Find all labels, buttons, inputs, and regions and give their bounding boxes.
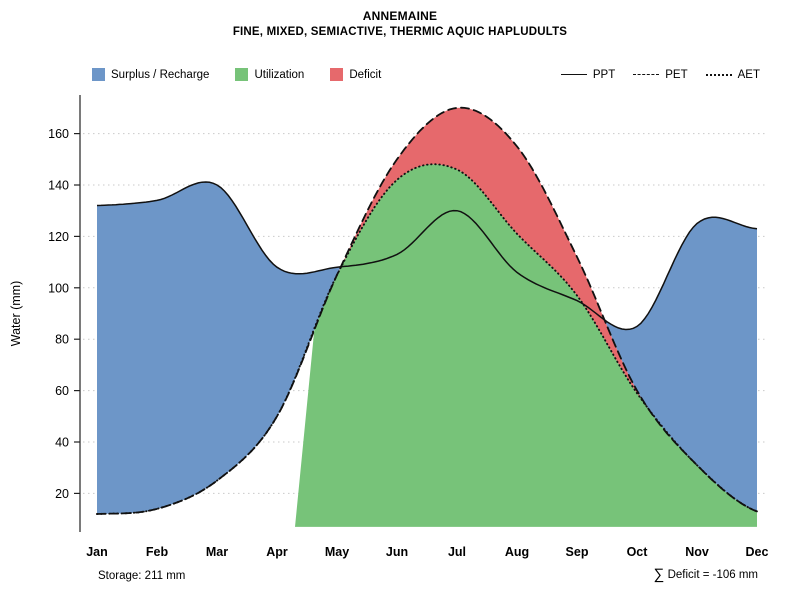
aet-line-sample-icon bbox=[705, 73, 732, 76]
surplus-area bbox=[604, 217, 757, 512]
y-tick-labels: 20 40 60 80 100 120 140 160 bbox=[48, 127, 69, 501]
surplus-swatch-icon bbox=[92, 68, 105, 81]
x-tick-labels: Jan Feb Mar Apr May Jun Jul Aug Sep Oct Nov Dec bbox=[86, 545, 768, 559]
y-axis-label: Water (mm) bbox=[9, 281, 23, 347]
pet-line-sample-icon bbox=[633, 74, 660, 75]
svg-text:Feb: Feb bbox=[146, 545, 169, 559]
svg-text:120: 120 bbox=[48, 230, 69, 244]
legend-fill-group: Surplus / Recharge Utilization Deficit bbox=[92, 68, 381, 81]
legend-label-ppt: PPT bbox=[592, 68, 616, 81]
chart-legend: Surplus / Recharge Utilization Deficit P… bbox=[92, 68, 760, 81]
svg-text:Nov: Nov bbox=[685, 545, 709, 559]
svg-text:Jul: Jul bbox=[448, 545, 466, 559]
legend-item-pet: PET bbox=[633, 68, 688, 81]
legend-label-aet: AET bbox=[737, 68, 760, 81]
legend-item-surplus: Surplus / Recharge bbox=[92, 68, 209, 81]
legend-item-utilization: Utilization bbox=[235, 68, 304, 81]
chart-subtitle: FINE, MIXED, SEMIACTIVE, THERMIC AQUIC H… bbox=[232, 26, 568, 38]
svg-text:60: 60 bbox=[55, 384, 69, 398]
svg-text:160: 160 bbox=[48, 127, 69, 141]
svg-text:Dec: Dec bbox=[746, 545, 769, 559]
deficit-sum-note: ∑ Deficit = -106 mm bbox=[654, 566, 758, 583]
svg-text:Mar: Mar bbox=[206, 545, 228, 559]
legend-label-surplus: Surplus / Recharge bbox=[111, 68, 210, 81]
y-axis bbox=[74, 95, 81, 532]
svg-text:Apr: Apr bbox=[266, 545, 288, 559]
aet-line bbox=[96, 163, 758, 515]
svg-text:80: 80 bbox=[55, 333, 69, 347]
svg-text:140: 140 bbox=[48, 179, 69, 193]
pet-line bbox=[96, 106, 758, 515]
svg-text:Oct: Oct bbox=[627, 545, 649, 559]
surplus-area bbox=[97, 182, 341, 514]
legend-label-deficit: Deficit bbox=[349, 68, 382, 81]
svg-text:Aug: Aug bbox=[505, 545, 529, 559]
ppt-line-sample-icon bbox=[560, 74, 587, 75]
chart-header: ANNEMAINE FINE, MIXED, SEMIACTIVE, THERM… bbox=[0, 9, 800, 38]
legend-line-group: PPT PET AET bbox=[560, 68, 760, 81]
svg-text:100: 100 bbox=[48, 281, 69, 295]
svg-text:40: 40 bbox=[55, 436, 69, 450]
deficit-swatch-icon bbox=[330, 68, 344, 81]
svg-text:Jan: Jan bbox=[86, 545, 108, 559]
utilization-area bbox=[295, 164, 757, 527]
svg-text:20: 20 bbox=[55, 487, 69, 501]
legend-label-utilization: Utilization bbox=[254, 68, 305, 81]
legend-label-pet: PET bbox=[665, 68, 688, 81]
legend-item-deficit: Deficit bbox=[330, 68, 381, 81]
ppt-line bbox=[96, 181, 758, 331]
deficit-sum-text: Deficit = -106 mm bbox=[664, 569, 758, 581]
utilization-swatch-icon bbox=[235, 68, 249, 81]
storage-note: Storage: 211 mm bbox=[98, 570, 186, 582]
sigma-symbol: ∑ bbox=[653, 566, 665, 583]
svg-text:May: May bbox=[325, 545, 349, 559]
svg-text:Sep: Sep bbox=[566, 545, 589, 559]
deficit-area bbox=[337, 107, 649, 409]
legend-item-ppt: PPT bbox=[560, 68, 616, 81]
svg-text:Jun: Jun bbox=[386, 545, 408, 559]
legend-item-aet: AET bbox=[705, 68, 760, 81]
chart-title: ANNEMAINE bbox=[362, 9, 438, 23]
